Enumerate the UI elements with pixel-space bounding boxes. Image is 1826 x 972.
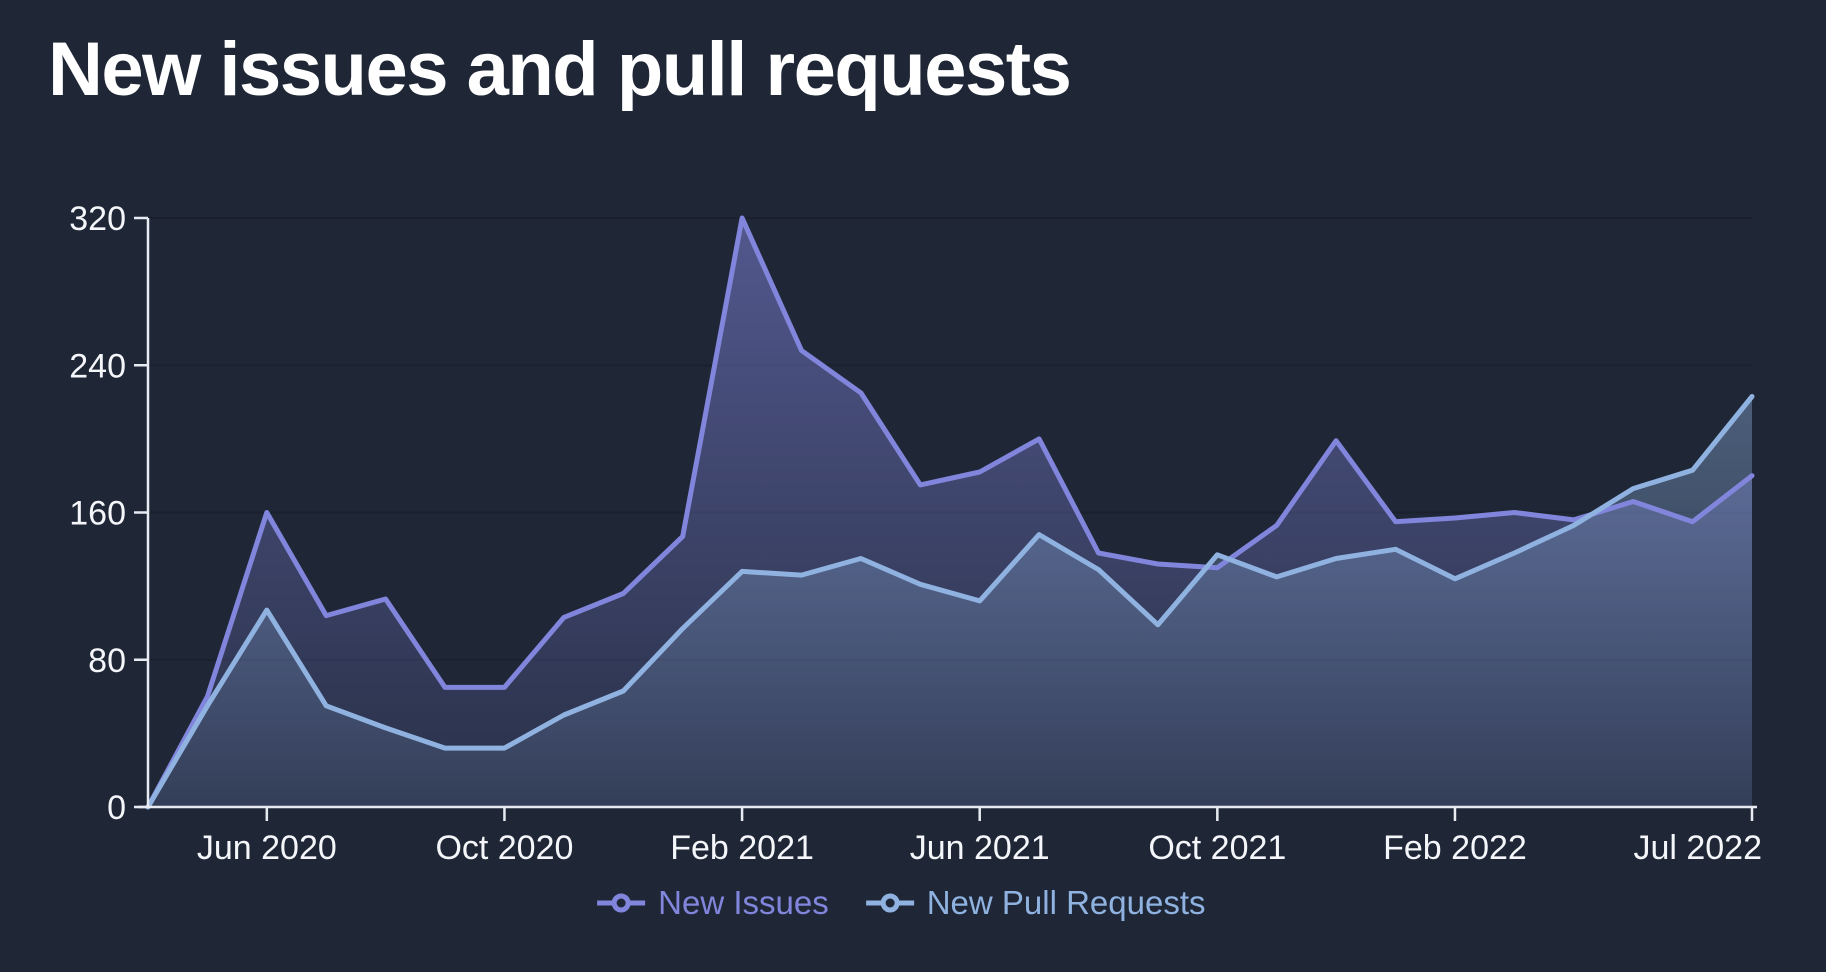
legend-marker-new-pull-requests-icon: [865, 893, 914, 913]
legend-label-new-pull-requests: New Pull Requests: [926, 884, 1206, 921]
legend-marker-new-issues-icon: [597, 893, 646, 913]
x-tick-label-Feb-2021: Feb 2021: [670, 829, 814, 867]
page-title: New issues and pull requests: [48, 27, 1072, 112]
y-tick-label-80: 80: [88, 642, 126, 680]
x-tick-label-Feb-2022: Feb 2022: [1383, 829, 1527, 867]
series-line-0: [145, 215, 1755, 810]
x-tick-label-Jun-2020: Jun 2020: [197, 829, 337, 867]
x-tick-label-Oct-2020: Oct 2020: [435, 829, 573, 867]
legend-item-new-issues[interactable]: New Issues: [596, 884, 829, 922]
x-tick-label-Oct-2021: Oct 2021: [1148, 829, 1286, 867]
x-tick-label-Jul-2022: Jul 2022: [1633, 829, 1762, 867]
y-tick-label-240: 240: [69, 347, 126, 385]
chart-legend: New Issues New Pull Requests: [596, 884, 1205, 922]
y-tick-label-0: 0: [107, 789, 126, 827]
y-tick-label-320: 320: [69, 200, 126, 238]
legend-label-new-issues: New Issues: [658, 884, 829, 921]
y-tick-label-160: 160: [69, 495, 126, 533]
series-line-1: [145, 394, 1755, 810]
x-tick-label-Jun-2021: Jun 2021: [910, 829, 1050, 867]
series-area-1: [148, 396, 1752, 807]
legend-item-new-pull-requests[interactable]: New Pull Requests: [865, 884, 1206, 922]
